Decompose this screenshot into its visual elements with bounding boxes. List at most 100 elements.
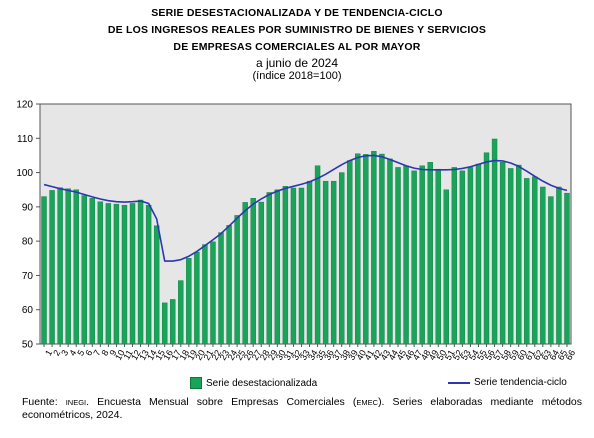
bar-53	[459, 170, 466, 345]
source-text-1: . Encuesta Mensual sobre Empresas Comerc…	[86, 396, 357, 408]
bar-27	[250, 198, 256, 345]
source-inegi: INEGI	[65, 398, 87, 407]
x-tick-label: 65	[556, 348, 570, 362]
x-tick-label: 38	[338, 348, 352, 362]
bar-63	[540, 186, 546, 345]
x-tick-label: 11	[121, 348, 134, 361]
bar-6	[81, 195, 87, 345]
chart-title-block: SERIE DESESTACIONALIZADA Y DE TENDENCIA-…	[0, 5, 594, 83]
x-tick-label: 60	[515, 348, 529, 362]
bar-56	[483, 152, 490, 345]
bar-29	[266, 192, 272, 345]
bar-61	[524, 178, 530, 345]
x-tick-label: 9	[107, 348, 118, 357]
bar-41	[363, 154, 369, 345]
x-tick-label: 37	[330, 348, 344, 362]
bar-55	[475, 163, 482, 345]
x-tick-label: 10	[113, 348, 127, 362]
x-tick-label: 17	[169, 348, 183, 362]
x-tick-label: 18	[177, 348, 191, 362]
bar-42	[371, 151, 377, 345]
x-tick-label: 36	[322, 348, 336, 362]
x-tick-label: 41	[362, 348, 376, 362]
x-tick-label: 32	[290, 348, 304, 362]
x-tick-label: 56	[483, 348, 497, 362]
x-tick-label: 46	[403, 348, 417, 362]
bar-57	[491, 138, 498, 345]
y-axis: 50 60 70 80 90 100 110 120	[16, 100, 40, 351]
x-tick-label: 55	[475, 348, 489, 362]
x-tick-label: 22	[210, 348, 224, 362]
bar-66	[564, 192, 570, 345]
x-tick-label: 3	[59, 348, 70, 357]
x-tick-label: 25	[234, 348, 248, 362]
y-tick-label: 100	[16, 168, 33, 179]
source-note: Fuente: INEGI. Encuesta Mensual sobre Em…	[22, 396, 582, 422]
bar-52	[451, 167, 458, 345]
bar-21	[202, 244, 208, 345]
x-tick-label: 14	[145, 348, 159, 362]
x-tick-label: 45	[395, 348, 409, 362]
bar-26	[242, 202, 248, 345]
source-text-2: ). Series elaboradas mediante métodos ec…	[22, 396, 582, 421]
x-tick-label: 61	[523, 348, 537, 362]
x-tick-label: 6	[83, 348, 94, 357]
x-tick-label: 62	[531, 348, 545, 362]
bar-59	[507, 168, 514, 345]
bar-23	[218, 232, 224, 345]
x-axis: 1234567891011121314151617181920212223242…	[43, 344, 577, 362]
bar-14	[145, 204, 152, 345]
legend-label-line: Serie tendencia-ciclo	[474, 377, 567, 388]
x-tick-label: 57	[491, 348, 505, 362]
x-tick-label: 13	[137, 348, 151, 362]
y-tick-label: 120	[16, 100, 33, 111]
y-tick-label: 80	[22, 237, 34, 248]
x-tick-label: 27	[250, 348, 264, 362]
legend-item-line: Serie tendencia-ciclo	[448, 377, 567, 388]
x-tick-label: 51	[443, 348, 457, 362]
y-tick-label: 60	[22, 305, 34, 316]
chart-title-line-2: DE LOS INGRESOS REALES POR SUMINISTRO DE…	[107, 24, 487, 36]
x-tick-label: 2	[51, 348, 62, 357]
bar-28	[258, 201, 264, 345]
y-tick-label: 90	[22, 202, 34, 213]
x-tick-label: 19	[185, 348, 199, 362]
x-tick-label: 63	[539, 348, 553, 362]
x-tick-label: 24	[226, 348, 240, 362]
x-tick-label: 48	[419, 348, 433, 362]
bar-31	[282, 186, 289, 345]
y-tick-label: 50	[22, 340, 34, 351]
x-tick-label: 23	[218, 348, 232, 362]
bar-3	[57, 187, 63, 345]
bar-30	[274, 189, 281, 345]
source-label: Fuente:	[22, 396, 58, 408]
bar-38	[339, 172, 345, 345]
chart-subtitle-index: (índice 2018=100)	[252, 70, 342, 82]
legend-item-bars: Serie desestacionalizada	[190, 377, 317, 389]
bar-17	[170, 299, 176, 345]
bar-20	[194, 251, 200, 345]
bar-32	[290, 187, 297, 345]
x-tick-label: 43	[379, 348, 393, 362]
x-tick-label: 35	[314, 348, 328, 362]
x-tick-label: 15	[153, 348, 167, 362]
bar-11	[121, 204, 128, 345]
legend-swatch-bars	[190, 377, 202, 389]
x-tick-label: 54	[467, 348, 481, 362]
source-emec: EMEC	[356, 398, 379, 407]
bar-33	[298, 187, 305, 345]
y-tick-label: 70	[22, 271, 34, 282]
x-tick-label: 34	[306, 348, 320, 362]
x-tick-label: 21	[202, 348, 216, 362]
bar-43	[379, 153, 385, 345]
x-tick-label: 50	[435, 348, 449, 362]
x-tick-label: 5	[75, 348, 86, 357]
x-tick-label: 40	[354, 348, 368, 362]
legend-swatch-line	[448, 381, 470, 384]
bar-13	[137, 199, 144, 345]
bar-62	[532, 176, 538, 345]
bar-65	[556, 186, 562, 345]
x-tick-label: 29	[266, 348, 280, 362]
bar-45	[395, 167, 401, 345]
